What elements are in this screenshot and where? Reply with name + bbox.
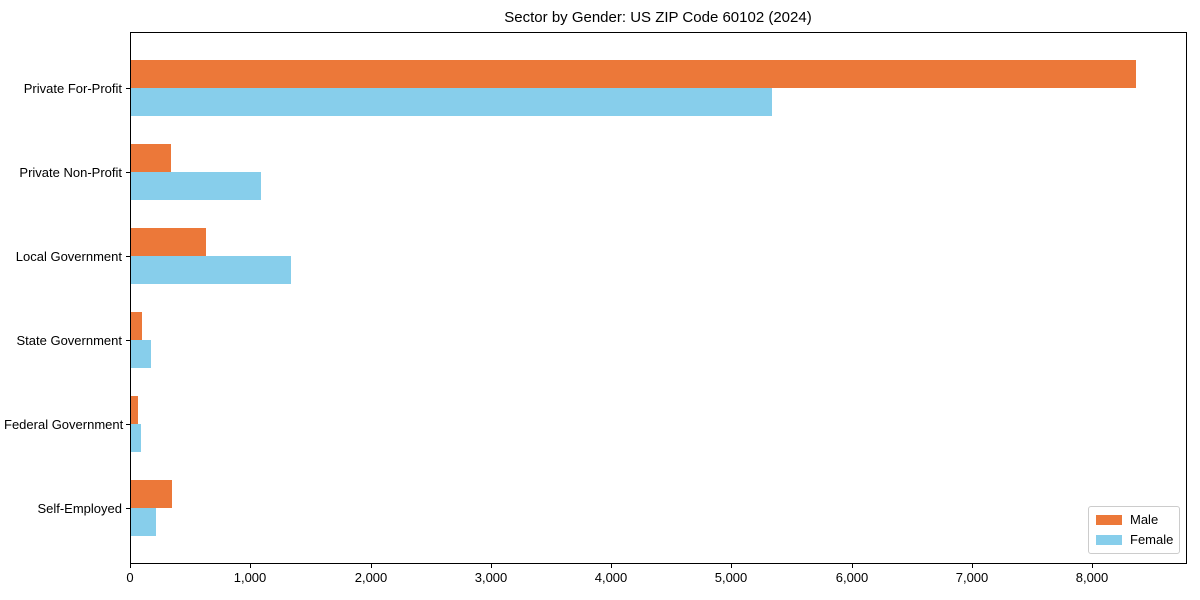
- x-tick-label: 3,000: [474, 570, 508, 585]
- bar-male-local-government: [131, 228, 206, 256]
- bar-male-state-government: [131, 312, 142, 340]
- x-tick-label: 6,000: [835, 570, 869, 585]
- legend-entry-male: Male: [1096, 513, 1171, 527]
- y-tick-label: Private Non-Profit: [19, 165, 122, 180]
- legend-label-female: Female: [1130, 532, 1174, 547]
- x-tick-label: 8,000: [1075, 570, 1109, 585]
- bar-female-private-for-profit: [131, 88, 772, 116]
- plot-area: [130, 32, 1187, 564]
- x-tick-mark: [371, 564, 372, 568]
- y-tick-mark: [126, 424, 130, 425]
- bar-male-federal-government: [131, 396, 138, 424]
- male-series-swatch: [1096, 515, 1122, 525]
- x-tick-mark: [611, 564, 612, 568]
- x-tick-label: 2,000: [354, 570, 388, 585]
- bar-male-private-non-profit: [131, 144, 171, 172]
- legend: Male Female: [1088, 506, 1180, 554]
- x-tick-label: 4,000: [594, 570, 628, 585]
- x-tick-label: 1,000: [233, 570, 267, 585]
- bar-female-local-government: [131, 256, 291, 284]
- y-tick-mark: [126, 256, 130, 257]
- y-tick-mark: [126, 88, 130, 89]
- legend-label-male: Male: [1130, 512, 1159, 527]
- x-tick-label: 0: [126, 570, 134, 585]
- x-tick-mark: [491, 564, 492, 568]
- x-tick-mark: [250, 564, 251, 568]
- x-tick-label: 5,000: [714, 570, 748, 585]
- female-series-swatch: [1096, 535, 1122, 545]
- bar-female-self-employed: [131, 508, 156, 536]
- bar-female-state-government: [131, 340, 151, 368]
- y-tick-mark: [126, 508, 130, 509]
- bar-male-private-for-profit: [131, 60, 1136, 88]
- x-tick-mark: [1092, 564, 1093, 568]
- y-tick-label: Local Government: [15, 249, 122, 264]
- x-tick-mark: [852, 564, 853, 568]
- legend-entry-female: Female: [1096, 532, 1174, 547]
- bar-female-federal-government: [131, 424, 141, 452]
- y-tick-mark: [126, 340, 130, 341]
- bar-male-self-employed: [131, 480, 172, 508]
- bar-female-private-non-profit: [131, 172, 261, 200]
- y-tick-label: Self-Employed: [37, 501, 122, 516]
- chart-title: Sector by Gender: US ZIP Code 60102 (202…: [504, 9, 812, 26]
- y-tick-label: Federal Government: [4, 417, 124, 432]
- y-tick-mark: [126, 172, 130, 173]
- x-tick-mark: [972, 564, 973, 568]
- x-tick-mark: [731, 564, 732, 568]
- x-tick-mark: [130, 564, 131, 568]
- y-tick-label: State Government: [16, 333, 123, 348]
- y-tick-label: Private For-Profit: [23, 81, 122, 96]
- x-tick-label: 7,000: [955, 570, 989, 585]
